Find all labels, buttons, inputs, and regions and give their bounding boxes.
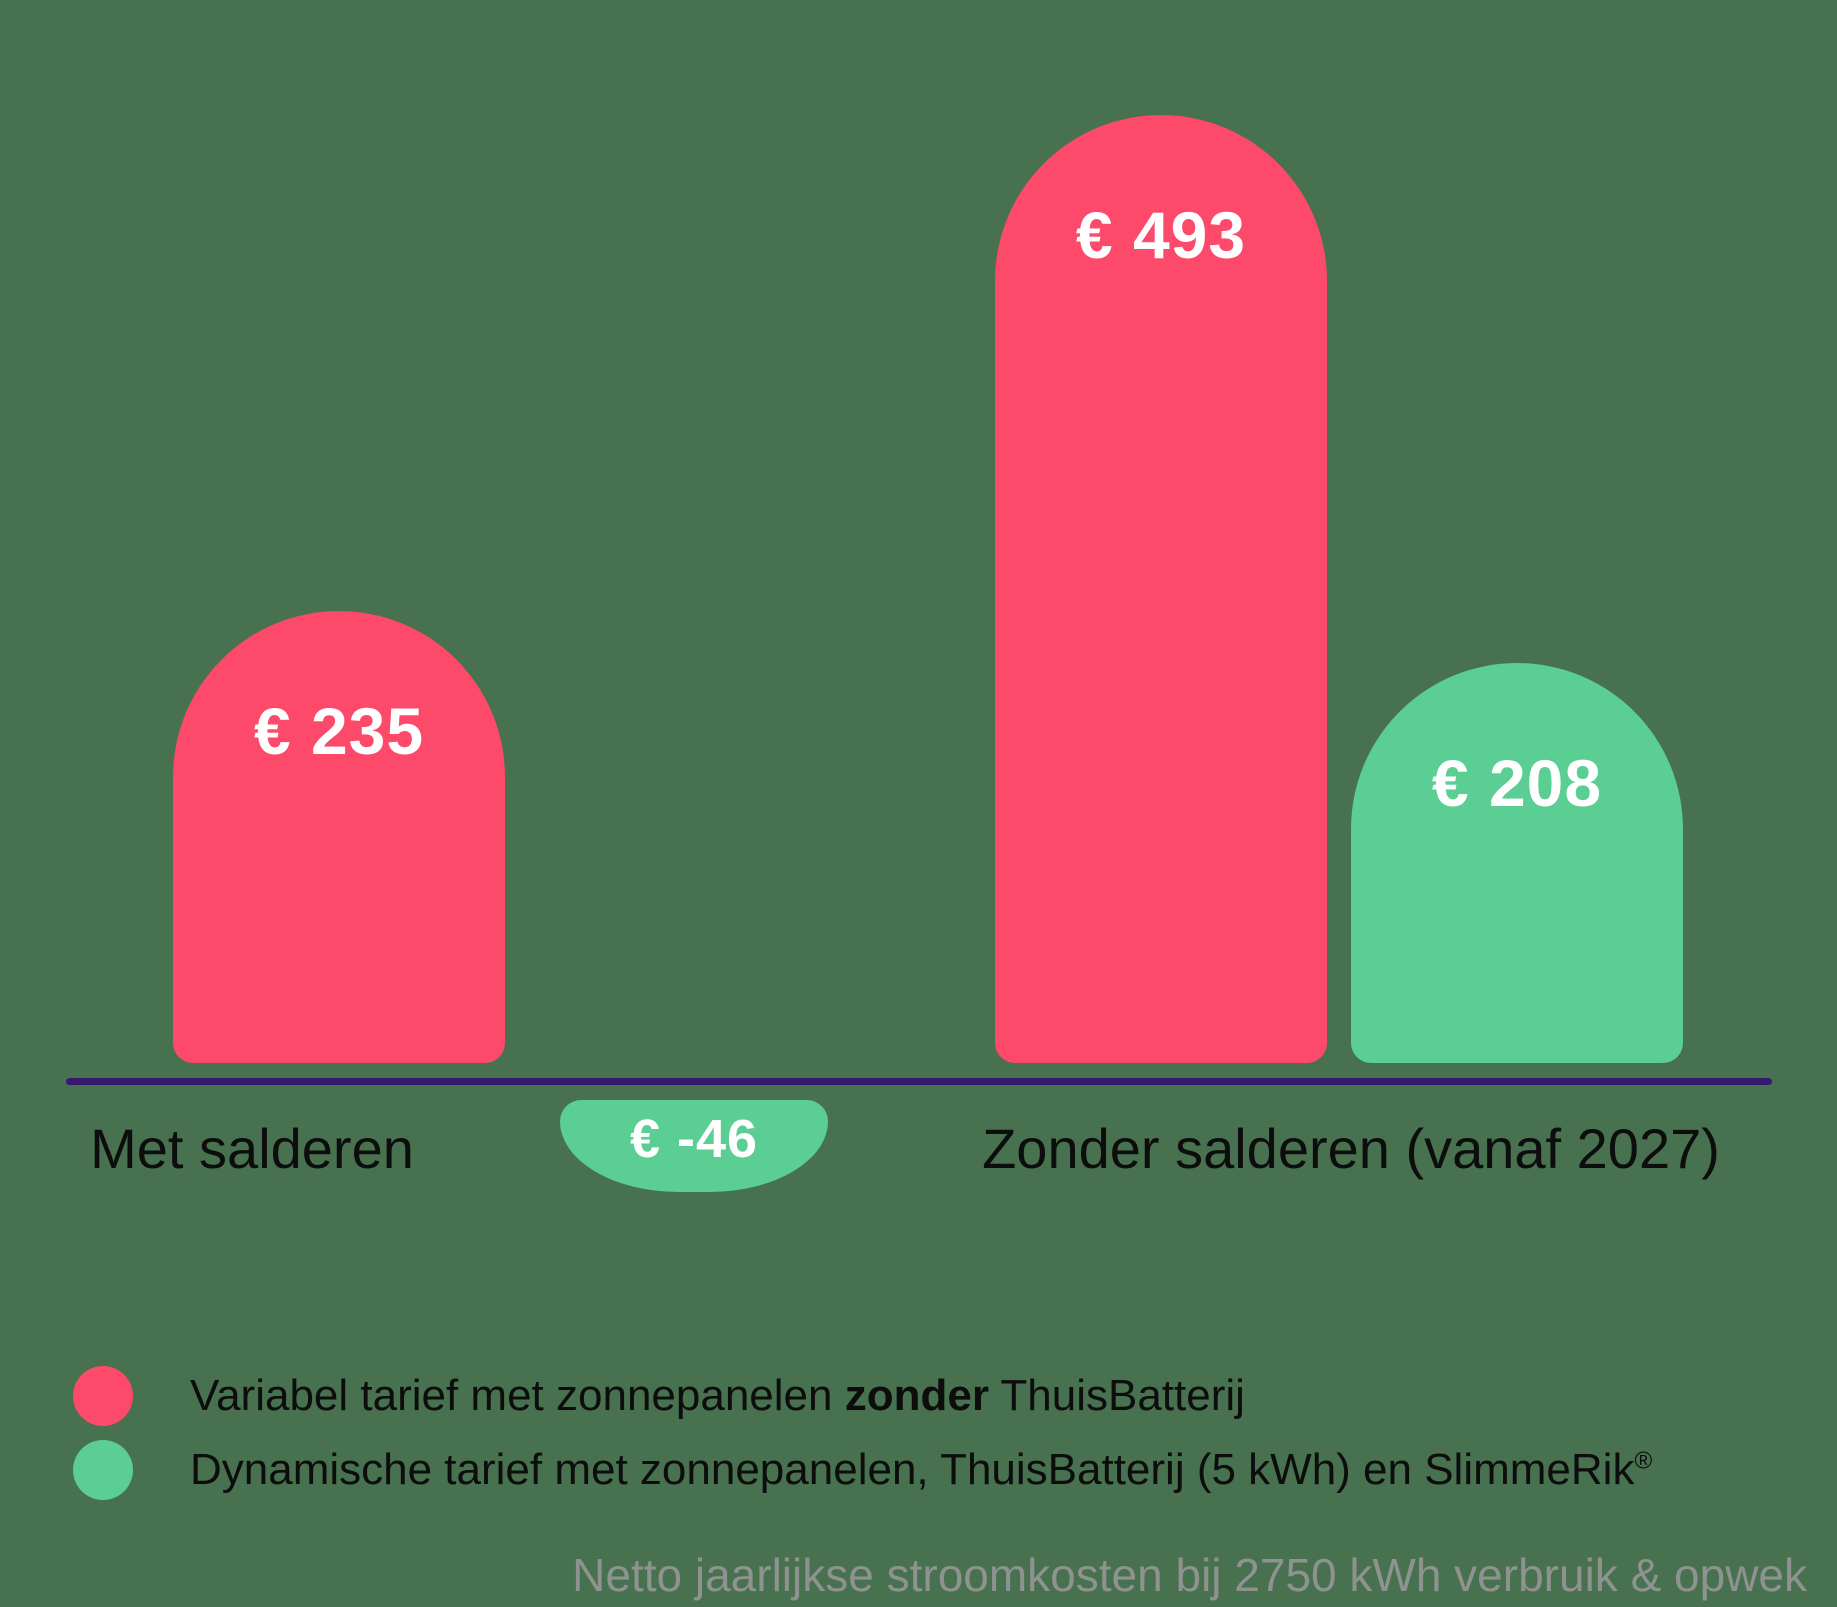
bar-value-label: € 493 bbox=[1075, 198, 1247, 272]
legend-dot-green-icon bbox=[73, 1440, 133, 1500]
chart-footnote: Netto jaarlijkse stroomkosten bij 2750 k… bbox=[572, 1549, 1807, 1601]
bar-value-label: € 235 bbox=[253, 694, 425, 768]
legend-item-variabel: Variabel tarief met zonnepanelen zonder … bbox=[73, 1366, 1245, 1426]
legend-label-dynamisch: Dynamische tarief met zonnepanelen, Thui… bbox=[190, 1445, 1653, 1494]
bar-value-label: € 208 bbox=[1431, 746, 1603, 820]
legend-dot-pink-icon bbox=[73, 1366, 133, 1426]
savings-badge-label: € -46 bbox=[629, 1109, 759, 1169]
bar-zonder-salderen-dynamisch: € 208 bbox=[1351, 663, 1683, 1063]
x-axis-label-zonder-salderen: Zonder salderen (vanaf 2027) bbox=[982, 1117, 1720, 1180]
bar-met-salderen-variabel: € 235 bbox=[173, 611, 505, 1063]
legend-label-variabel: Variabel tarief met zonnepanelen zonder … bbox=[190, 1371, 1245, 1420]
x-axis-label-met-salderen: Met salderen bbox=[90, 1117, 414, 1180]
bar-zonder-salderen-variabel: € 493 bbox=[995, 115, 1327, 1063]
legend-item-dynamisch: Dynamische tarief met zonnepanelen, Thui… bbox=[73, 1440, 1652, 1500]
x-axis-line bbox=[66, 1078, 1772, 1085]
registered-trademark-icon: ® bbox=[1634, 1447, 1653, 1475]
savings-badge: € -46 bbox=[560, 1100, 828, 1192]
